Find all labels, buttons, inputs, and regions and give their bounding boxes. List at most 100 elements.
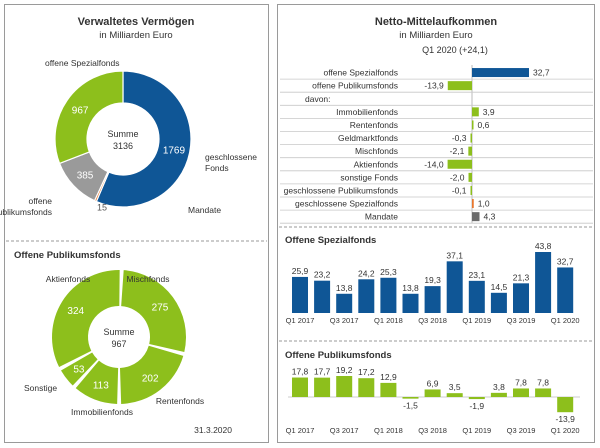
hbar-bar bbox=[468, 146, 472, 156]
left-title: Verwaltetes Vermögen bbox=[78, 16, 195, 28]
hbar-bar bbox=[470, 133, 472, 143]
donut1-slice-name: offene bbox=[29, 196, 53, 206]
publikum-value-label: 7,8 bbox=[537, 377, 549, 387]
spezial-bar bbox=[513, 283, 529, 313]
publikum-tick-label: Q3 2017 bbox=[330, 426, 359, 435]
right-title: Netto-Mittelaufkommen bbox=[375, 16, 498, 28]
donut1-slice-name: Mandate bbox=[188, 205, 221, 215]
spezial-value-label: 37,1 bbox=[446, 250, 463, 260]
spezial-value-label: 24,2 bbox=[358, 268, 375, 278]
hbar-value-label: 0,6 bbox=[478, 120, 490, 130]
hbar-bar bbox=[470, 185, 472, 195]
publikum-tick-label: Q1 2020 bbox=[551, 426, 580, 435]
spezial-tick-label: Q1 2019 bbox=[462, 316, 491, 325]
spezial-value-label: 13,8 bbox=[336, 283, 353, 293]
donut1-slice-name: offene Spezialfonds bbox=[45, 58, 120, 68]
publikum-title: Offene Publikumsfonds bbox=[285, 350, 392, 361]
publikum-value-label: 7,8 bbox=[515, 377, 527, 387]
publikum-value-label: 17,7 bbox=[314, 367, 331, 377]
spezial-value-label: 25,3 bbox=[380, 267, 397, 277]
donut1-value-label: 1769 bbox=[163, 145, 186, 156]
right-subtitle: in Milliarden Euro bbox=[399, 30, 472, 41]
hbar-row-label: Mandate bbox=[365, 212, 398, 222]
hbar-value-label: -14,0 bbox=[424, 159, 444, 169]
hbar-bar bbox=[472, 199, 474, 209]
donut1-slice bbox=[95, 70, 192, 208]
hbar-row-label: Geldmarktfonds bbox=[338, 133, 398, 143]
spezial-tick-label: Q3 2018 bbox=[418, 316, 447, 325]
spezial-value-label: 32,7 bbox=[557, 256, 574, 266]
hbar-period-label: Q1 2020 (+24,1) bbox=[422, 45, 488, 55]
hbar-bar bbox=[472, 120, 474, 130]
spezial-value-label: 23,2 bbox=[314, 270, 331, 280]
spezial-tick-label: Q3 2019 bbox=[507, 316, 536, 325]
donut2-title: Offene Publikumsfonds bbox=[14, 250, 121, 261]
publikum-value-label: 12,9 bbox=[380, 372, 397, 382]
publikum-tick-label: Q1 2018 bbox=[374, 426, 403, 435]
hbar-value-label: -2,0 bbox=[450, 172, 465, 182]
hbar-value-label: -2,1 bbox=[450, 146, 465, 156]
spezial-value-label: 43,8 bbox=[535, 241, 552, 251]
spezial-value-label: 13,8 bbox=[402, 283, 419, 293]
donut2-slice-name: Sonstige bbox=[24, 383, 57, 393]
publikum-value-label: 3,5 bbox=[449, 382, 461, 392]
spezial-bar bbox=[314, 280, 331, 313]
spezial-bar bbox=[292, 276, 308, 313]
publikum-bar bbox=[292, 377, 308, 397]
hbar-row-label: geschlossene Publikumsfonds bbox=[284, 185, 398, 195]
spezial-value-label: 23,1 bbox=[469, 270, 486, 280]
publikum-bar bbox=[468, 397, 485, 400]
hbar-bar bbox=[447, 81, 472, 91]
donut2-slice bbox=[121, 270, 186, 353]
donut2-slice-name: Rentenfonds bbox=[156, 396, 204, 406]
publikum-value-label: -1,5 bbox=[403, 401, 418, 411]
donut1-center-value: 3136 bbox=[113, 141, 133, 151]
publikum-bar bbox=[490, 392, 507, 397]
publikum-bar bbox=[557, 397, 574, 413]
left-subtitle: in Milliarden Euro bbox=[99, 30, 172, 41]
hbar-row-label: geschlossene Spezialfonds bbox=[295, 199, 398, 209]
publikum-value-label: -1,9 bbox=[469, 401, 484, 411]
hbar-value-label: 3,9 bbox=[483, 107, 495, 117]
hbar-row-label: offene Publikumsfonds bbox=[312, 81, 398, 91]
spezial-tick-label: Q1 2018 bbox=[374, 316, 403, 325]
donut2-slice-name: Mischfonds bbox=[127, 274, 170, 284]
spezial-bar bbox=[358, 279, 375, 313]
publikum-bar bbox=[535, 388, 552, 397]
spezial-value-label: 14,5 bbox=[491, 282, 508, 292]
spezial-bar bbox=[535, 252, 552, 313]
hbar-row-label: Rentenfonds bbox=[350, 120, 398, 130]
donut2-center-value: 967 bbox=[111, 339, 126, 349]
hbar-bar bbox=[472, 107, 479, 117]
hbar-row-label: Mischfonds bbox=[355, 146, 398, 156]
hbar-bar bbox=[472, 68, 529, 78]
hbar-bar bbox=[472, 212, 480, 222]
hbar-row-label: offene Spezialfonds bbox=[323, 68, 398, 78]
donut1-slice-name: Fonds bbox=[205, 163, 229, 173]
donut1-center-label: Summe bbox=[107, 129, 138, 139]
donut2-slice bbox=[51, 270, 120, 368]
donut2-value-label: 53 bbox=[73, 365, 85, 376]
donut2-slice bbox=[119, 345, 184, 404]
spezial-bar bbox=[380, 277, 397, 313]
spezial-bar bbox=[424, 286, 441, 313]
publikum-bar bbox=[358, 378, 375, 397]
spezial-tick-label: Q1 2020 bbox=[551, 316, 580, 325]
spezial-bar bbox=[402, 293, 419, 313]
spezial-bar bbox=[336, 293, 353, 313]
spezial-bar bbox=[490, 292, 507, 313]
donut2-center-label: Summe bbox=[103, 327, 134, 337]
hbar-bar bbox=[447, 159, 472, 169]
hbar-value-label: 4,3 bbox=[483, 212, 495, 222]
spezial-bar bbox=[446, 261, 463, 313]
spezial-tick-label: Q3 2017 bbox=[330, 316, 359, 325]
hbar-value-label: -13,9 bbox=[424, 81, 444, 91]
publikum-bar bbox=[314, 377, 331, 397]
publikum-tick-label: Q1 2019 bbox=[462, 426, 491, 435]
hbar-value-label: -0,1 bbox=[452, 185, 467, 195]
donut2-slice bbox=[75, 360, 119, 404]
donut2-value-label: 275 bbox=[152, 303, 169, 314]
hbar-value-label: -0,3 bbox=[452, 133, 467, 143]
hbar-row-label: Immobilienfonds bbox=[336, 107, 398, 117]
